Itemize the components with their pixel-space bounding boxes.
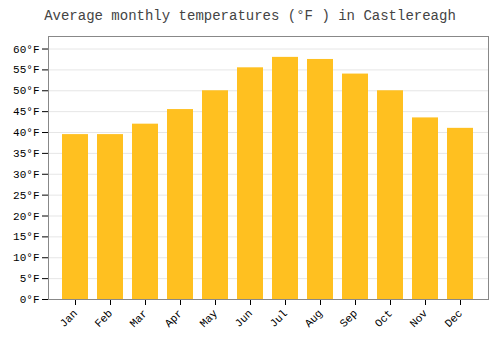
svg-text:25°F: 25°F: [13, 190, 39, 202]
svg-text:Feb: Feb: [93, 307, 115, 329]
svg-text:60°F: 60°F: [13, 44, 39, 56]
svg-text:Mar: Mar: [128, 307, 150, 329]
svg-text:5°F: 5°F: [20, 273, 40, 285]
svg-text:Jan: Jan: [58, 307, 80, 329]
svg-text:Sep: Sep: [338, 307, 360, 329]
html-text:Average monthly temperatures (: Average monthly temperatures (°F ) in Ca…: [44, 8, 456, 24]
svg-text:30°F: 30°F: [13, 169, 39, 181]
svg-text:40°F: 40°F: [13, 127, 39, 139]
svg-text:0°F: 0°F: [20, 294, 40, 306]
svg-text:Oct: Oct: [373, 307, 395, 329]
svg-text:Jul: Jul: [268, 307, 290, 329]
svg-text:45°F: 45°F: [13, 106, 39, 118]
svg-text:Jun: Jun: [233, 307, 255, 329]
svg-text:20°F: 20°F: [13, 211, 39, 223]
svg-text:50°F: 50°F: [13, 85, 39, 97]
svg-text:Apr: Apr: [163, 307, 185, 329]
svg-text:May: May: [198, 307, 221, 330]
svg-text:15°F: 15°F: [13, 231, 39, 243]
svg-text:Nov: Nov: [408, 307, 431, 330]
svg-text:Aug: Aug: [303, 307, 325, 329]
svg-text:35°F: 35°F: [13, 148, 39, 160]
svg-text:Dec: Dec: [443, 307, 465, 329]
svg-text:55°F: 55°F: [13, 64, 39, 76]
svg-text:10°F: 10°F: [13, 252, 39, 264]
